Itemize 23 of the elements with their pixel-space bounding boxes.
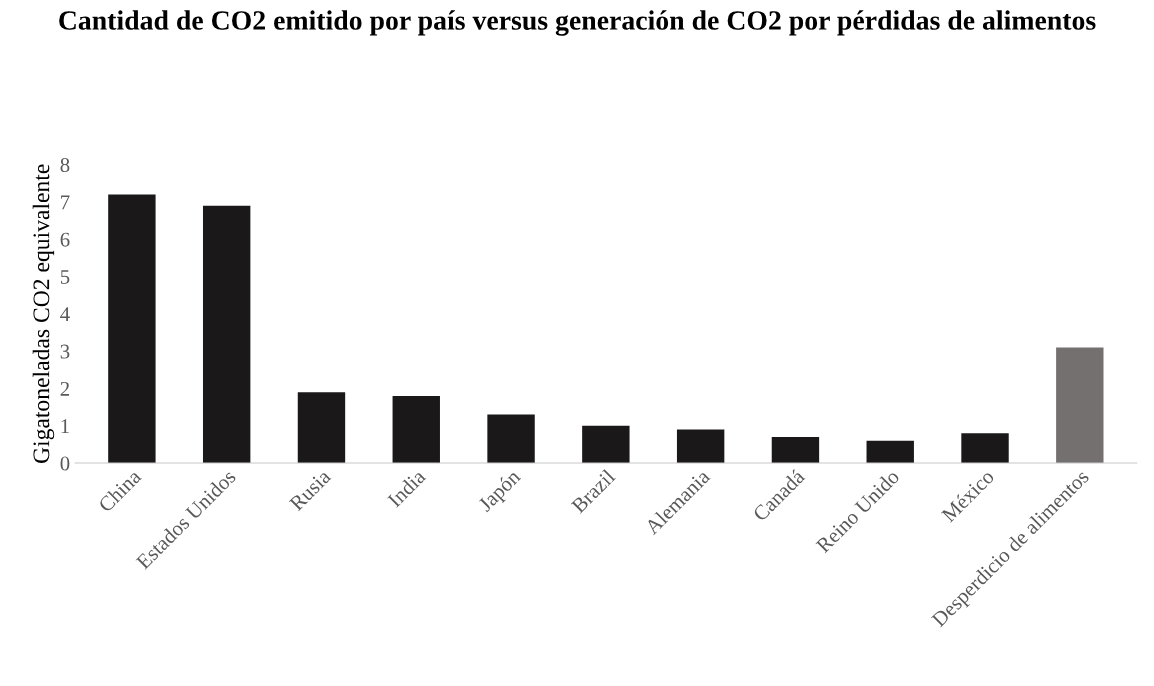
y-tick-label: 4 bbox=[60, 307, 70, 322]
bar bbox=[866, 440, 914, 464]
y-tick-label: 8 bbox=[60, 158, 70, 173]
y-tick-label: 7 bbox=[61, 195, 70, 210]
x-tick-label: India bbox=[386, 468, 427, 509]
bar bbox=[392, 395, 440, 464]
y-tick-label: 3 bbox=[60, 344, 70, 359]
y-tick-label: 1 bbox=[61, 419, 69, 433]
bar bbox=[108, 194, 156, 464]
bar bbox=[676, 429, 725, 464]
y-tick-label: 5 bbox=[60, 270, 70, 284]
y-tick-label: 2 bbox=[60, 381, 69, 396]
bar bbox=[297, 392, 346, 464]
bar bbox=[1056, 347, 1104, 464]
y-axis-title: Gigatoneladas CO2 equivalente bbox=[32, 164, 55, 464]
chart-title: Cantidad de CO2 emitido por país versus generación de CO2 por pérdidas de alimentos bbox=[59, 10, 1096, 36]
bar bbox=[771, 436, 820, 464]
bar bbox=[202, 205, 251, 464]
bar bbox=[582, 425, 630, 464]
y-tick-label: 6 bbox=[60, 232, 70, 247]
bar bbox=[487, 414, 535, 464]
y-tick-label: 0 bbox=[60, 456, 70, 471]
bar bbox=[961, 433, 1009, 464]
